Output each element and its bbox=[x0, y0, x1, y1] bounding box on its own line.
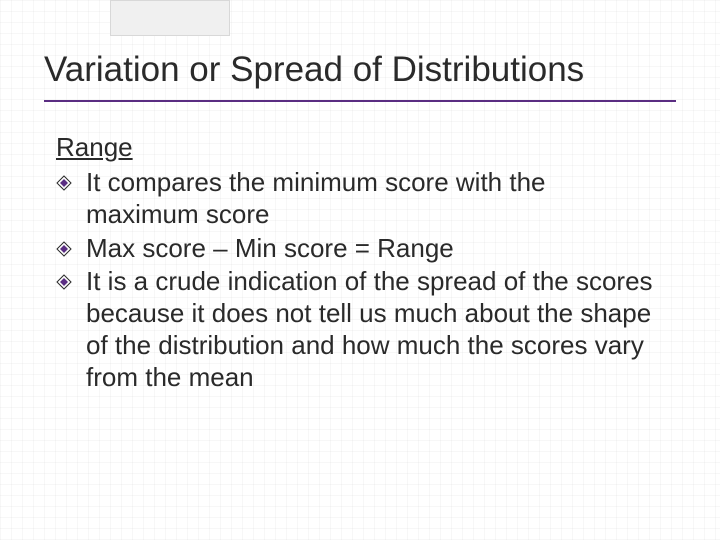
diamond-inner bbox=[60, 179, 68, 187]
list-item: It compares the minimum score with the m… bbox=[86, 167, 664, 230]
slide-title: Variation or Spread of Distributions bbox=[44, 50, 676, 102]
diamond-bullet-icon bbox=[56, 274, 72, 290]
bullet-text: It is a crude indication of the spread o… bbox=[86, 266, 653, 391]
range-subheading: Range bbox=[56, 132, 664, 163]
list-item: It is a crude indication of the spread o… bbox=[86, 266, 664, 393]
list-item: Max score – Min score = Range bbox=[86, 233, 664, 265]
diamond-inner bbox=[60, 278, 68, 286]
slide-body: Range It compares the minimum score with… bbox=[44, 132, 676, 393]
bullet-text: It compares the minimum score with the m… bbox=[86, 167, 546, 229]
bullet-text: Max score – Min score = Range bbox=[86, 233, 454, 263]
diamond-bullet-icon bbox=[56, 241, 72, 257]
slide-container: Variation or Spread of Distributions Ran… bbox=[0, 0, 720, 393]
diamond-inner bbox=[60, 245, 68, 253]
diamond-bullet-icon bbox=[56, 175, 72, 191]
bullet-list: It compares the minimum score with the m… bbox=[56, 167, 664, 393]
